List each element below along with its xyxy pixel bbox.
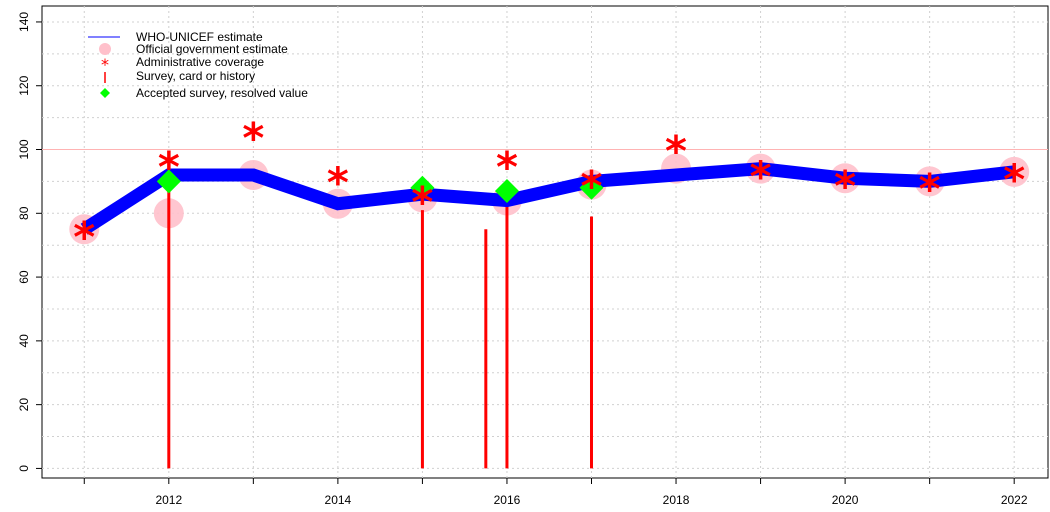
legend-label-official: Official government estimate	[136, 42, 288, 56]
administrative-coverage-point: *	[158, 142, 180, 191]
legend-swatch-asterisk: *	[101, 55, 109, 74]
plot-frame	[41, 5, 1049, 479]
administrative-coverage-point: *	[1003, 155, 1025, 204]
administrative-coverage-point: *	[242, 114, 264, 163]
administrative-coverage-point: *	[496, 142, 518, 191]
y-tick-label: 80	[17, 206, 31, 220]
accepted-survey-point	[156, 169, 181, 194]
y-tick-label: 100	[17, 139, 31, 159]
legend-swatch-diamond	[100, 88, 110, 98]
y-tick-label: 40	[17, 334, 31, 348]
x-tick-label: 2022	[1001, 493, 1028, 507]
legend-label-administrative: Administrative coverage	[136, 55, 264, 69]
administrative-coverage-point: *	[73, 212, 95, 261]
administrative-coverage-point: *	[919, 165, 941, 214]
x-tick-label: 2012	[155, 493, 182, 507]
x-tick-label: 2014	[325, 493, 352, 507]
who-unicef-line	[80, 162, 1015, 235]
legend: WHO-UNICEF estimate Official government …	[88, 30, 308, 100]
administrative-coverage-point: *	[834, 161, 856, 210]
y-tick-label: 120	[17, 75, 31, 95]
legend-label-accepted-survey: Accepted survey, resolved value	[136, 86, 308, 100]
administrative-coverage-point: *	[581, 161, 603, 210]
administrative-coverage-point: *	[750, 152, 772, 201]
administrative-coverage-point: *	[665, 126, 687, 175]
accepted-survey-point	[410, 175, 435, 200]
administrative-coverage-point: *	[327, 158, 349, 207]
x-tick-label: 2016	[494, 493, 521, 507]
y-tick-label: 140	[17, 12, 31, 32]
legend-swatch-circle	[99, 43, 111, 55]
x-tick-label: 2018	[663, 493, 690, 507]
axes: 2012 2014 2016 2018 2020 2022 0 20 40 60 80 100 120 1…	[17, 12, 1028, 507]
accepted-survey-point	[579, 175, 604, 200]
accepted-survey-point	[494, 178, 519, 203]
administrative-coverage-point: *	[411, 177, 433, 226]
y-tick-label: 0	[17, 465, 31, 472]
legend-label-who-unicef: WHO-UNICEF estimate	[136, 30, 263, 44]
y-tick-label: 60	[17, 270, 31, 284]
plot-marks: * * * * * * * * * * * *	[69, 114, 1030, 469]
x-tick-label: 2020	[832, 493, 859, 507]
legend-label-survey: Survey, card or history	[136, 69, 255, 83]
y-tick-label: 20	[17, 398, 31, 412]
